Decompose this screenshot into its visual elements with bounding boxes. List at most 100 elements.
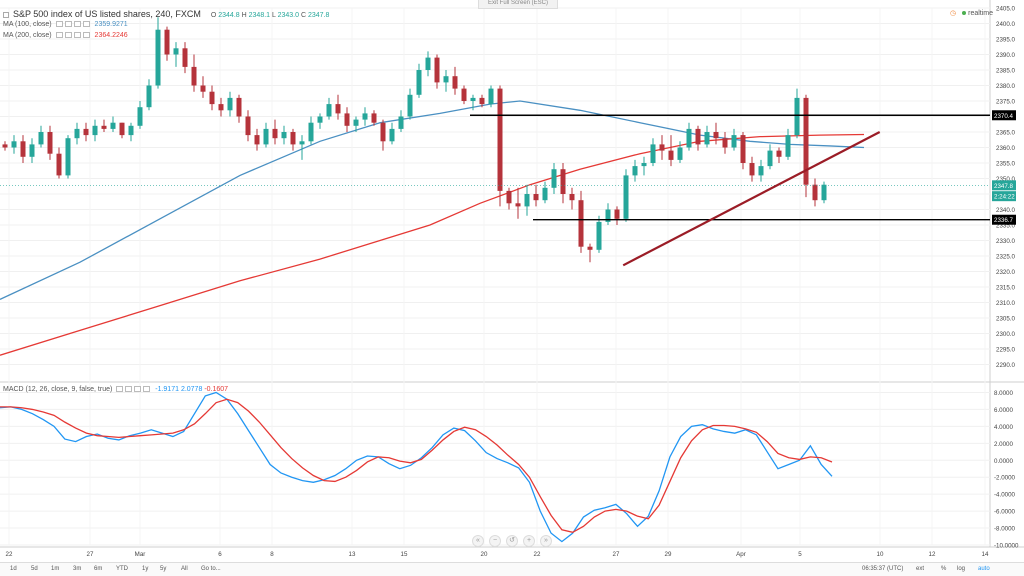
timeframe-3m[interactable]: 3m: [73, 566, 82, 572]
scale-log-button[interactable]: log: [957, 566, 966, 572]
scroll-right-icon[interactable]: »: [540, 535, 552, 547]
macd-panel: [0, 391, 833, 543]
price-badge-label: 2347.8: [994, 183, 1013, 190]
more-icon[interactable]: [82, 21, 90, 28]
time-axis[interactable]: 22 27 Mar 6 8 13 15 20 22 27 29 Apr 5 10 12 14: [6, 551, 989, 558]
candle-up: [389, 128, 395, 142]
time-tick-label: 10: [877, 551, 884, 558]
macd-line: [0, 398, 833, 533]
timeframe-1m[interactable]: 1m: [51, 566, 60, 572]
timeframe-6m[interactable]: 6m: [94, 566, 103, 572]
macd-value: -1.9171: [155, 386, 179, 393]
time-tick-label: 14: [982, 551, 989, 558]
main-legend: S&P 500 index of US listed shares, 240, …: [3, 9, 329, 19]
price-tick-label: 2360.0: [996, 145, 1015, 152]
candle-down: [101, 125, 107, 129]
visibility-icon[interactable]: [116, 386, 124, 393]
bottom-toolbar: 1d 5d 1m 3m 6m YTD 1y 5y All Go to... 06…: [0, 562, 1024, 576]
candle-up: [425, 57, 431, 70]
goto-date-button[interactable]: Go to...: [201, 566, 221, 572]
candle-up: [146, 85, 152, 108]
macd-tick-label: -8.0000: [994, 526, 1016, 533]
candle-down: [272, 128, 278, 139]
timeframe-all[interactable]: All: [181, 566, 188, 572]
level-badge-label: 2370.4: [994, 113, 1013, 120]
more-icon[interactable]: [82, 32, 90, 39]
candle-down: [569, 194, 575, 201]
candle-up: [263, 128, 269, 145]
exit-fullscreen-button[interactable]: Exit Full Screen (ESC): [478, 0, 558, 9]
candle-down: [668, 150, 674, 160]
visibility-icon[interactable]: [55, 21, 63, 28]
timeframe-1y[interactable]: 1y: [142, 566, 149, 572]
reset-icon[interactable]: ↺: [506, 535, 518, 547]
ma100-value: 2359.9271: [94, 21, 128, 28]
scale-auto-button[interactable]: auto: [978, 566, 990, 572]
candle-down: [119, 122, 125, 136]
timeframe-5y[interactable]: 5y: [160, 566, 167, 572]
ma200-legend[interactable]: MA (200, close) 2364.2246: [3, 32, 128, 39]
time-tick-label: 27: [87, 551, 94, 558]
zoom-in-icon[interactable]: +: [523, 535, 535, 547]
candle-down: [83, 128, 89, 136]
candle-up: [704, 132, 710, 145]
settings-icon[interactable]: [125, 386, 133, 393]
visibility-icon[interactable]: [55, 32, 63, 39]
realtime-label: realtime: [968, 10, 994, 17]
candle-down: [2, 144, 8, 148]
candle-up: [632, 166, 638, 176]
macd-tick-label: -10.0000: [994, 543, 1019, 550]
settings-icon[interactable]: [64, 32, 72, 39]
alert-icon[interactable]: ◷: [950, 10, 957, 17]
macd-tick-label: -2.0000: [994, 475, 1016, 482]
candle-up: [596, 221, 602, 250]
candle-down: [254, 135, 260, 145]
price-axis[interactable]: 2290.0 2295.0 2300.0 2305.0 2310.0 2315.0 2320…: [992, 6, 1019, 550]
price-tick-label: 2305.0: [996, 316, 1015, 323]
candle-up: [731, 135, 737, 148]
macd-legend[interactable]: MACD (12, 26, close, 9, false, true) -1.…: [3, 386, 228, 393]
scale-ext-button[interactable]: ext: [916, 566, 925, 572]
candle-up: [416, 70, 422, 95]
candle-down: [533, 194, 539, 201]
price-tick-label: 2340.0: [996, 207, 1015, 214]
signal-value: 2.0778: [180, 386, 203, 393]
candle-down: [164, 29, 170, 55]
close-icon[interactable]: [73, 32, 81, 39]
level-badge-label: 2336.7: [994, 217, 1013, 224]
timeframe-1d[interactable]: 1d: [10, 566, 17, 572]
time-tick-label: 6: [218, 551, 222, 558]
more-icon[interactable]: [143, 386, 151, 393]
ma-line: [0, 100, 865, 300]
candle-up: [794, 97, 800, 136]
candle-up: [11, 141, 17, 148]
timeframe-5d[interactable]: 5d: [31, 566, 38, 572]
time-tick-label: Apr: [736, 551, 746, 558]
scroll-left-icon[interactable]: «: [472, 535, 484, 547]
price-tick-label: 2295.0: [996, 347, 1015, 354]
histogram-value: -0.1607: [204, 386, 229, 393]
realtime-status[interactable]: ◷ realtime: [950, 9, 993, 17]
ma100-legend[interactable]: MA (100, close) 2359.9271: [3, 21, 128, 28]
candle-down: [200, 85, 206, 92]
candle-down: [20, 141, 26, 157]
settings-icon[interactable]: [64, 21, 72, 28]
close-icon[interactable]: [134, 386, 142, 393]
candle-down: [713, 132, 719, 139]
candle-up: [650, 144, 656, 163]
close-icon[interactable]: [73, 21, 81, 28]
candle-down: [776, 150, 782, 157]
trendline[interactable]: [622, 131, 881, 267]
timeframe-ytd[interactable]: YTD: [116, 566, 128, 572]
zoom-out-icon[interactable]: −: [489, 535, 501, 547]
candle-up: [542, 187, 548, 201]
candle-down: [614, 209, 620, 219]
collapse-icon[interactable]: [3, 12, 9, 19]
candle-down: [218, 104, 224, 111]
level-badge: [992, 110, 1016, 121]
candle-up: [281, 132, 287, 139]
scale-percent-button[interactable]: %: [941, 566, 947, 572]
candle-down: [380, 122, 386, 142]
